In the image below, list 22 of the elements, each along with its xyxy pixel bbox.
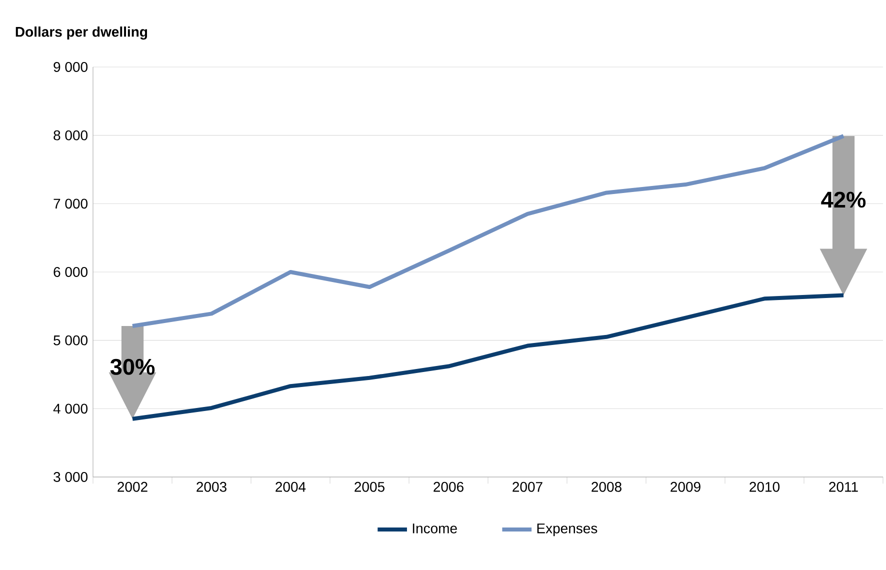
y-tick-label: 6 000 [54,267,88,277]
x-tick-label: 2009 [670,482,700,492]
y-tick-label: 8 000 [54,130,88,140]
y-tick-label: 4 000 [53,404,88,414]
x-tick-label: 2002 [118,482,148,492]
x-tick-label: 2008 [592,482,622,492]
x-tick-label: 2007 [512,482,542,492]
annotation: 30% [110,358,155,375]
x-tick-label: 2011 [829,482,858,492]
x-tick-label: 2004 [276,482,306,492]
y-tick-label: 5 000 [54,335,88,346]
x-tick-label: 2010 [750,482,780,492]
x-tick-label: 2006 [434,482,464,492]
y-axis-title: Dollars per dwelling [16,26,148,40]
y-tick-label: 7 000 [54,198,88,209]
legend-label: Income [412,524,457,534]
y-tick-label: 9 000 [54,62,88,72]
legend-label: Expenses [537,524,598,536]
x-tick-label: 2003 [196,482,226,492]
x-tick-label: 2005 [354,482,384,492]
y-tick-label: 3 000 [54,472,88,482]
annotation: 42% [821,192,866,208]
